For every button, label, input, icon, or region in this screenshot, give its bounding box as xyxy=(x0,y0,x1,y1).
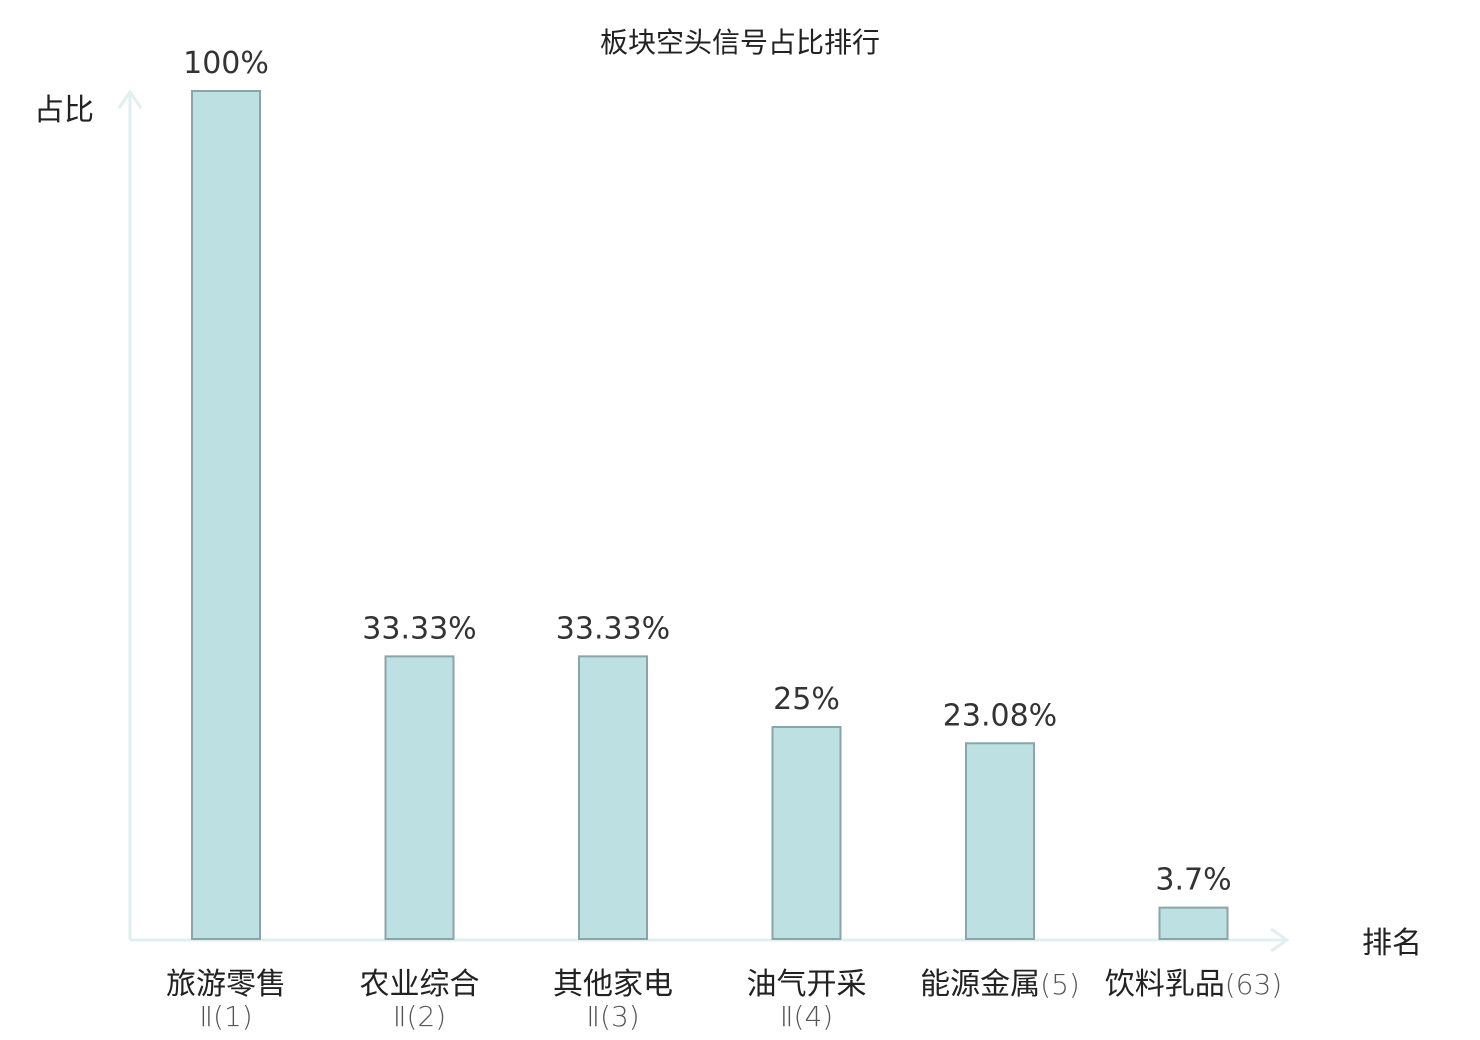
y-axis xyxy=(117,89,143,940)
value-label-6: 3.7% xyxy=(1155,863,1231,898)
category-rank-3: Ⅱ(3) xyxy=(586,1000,639,1033)
bar-1 xyxy=(191,90,261,940)
bar-2 xyxy=(384,655,455,940)
category-rank-4: Ⅱ(4) xyxy=(780,1000,833,1033)
y-axis-label: 占比 xyxy=(34,93,94,128)
category-name-2: 农业综合 xyxy=(360,967,480,1002)
category-label-6: 饮料乳品(63) xyxy=(1105,967,1282,1002)
category-name-3: 其他家电 xyxy=(553,967,673,1002)
category-name-6: 饮料乳品 xyxy=(1105,967,1225,1002)
bar-6 xyxy=(1158,906,1229,941)
bar-3 xyxy=(578,655,648,940)
category-rank-1: Ⅱ(1) xyxy=(199,1000,252,1033)
x-axis xyxy=(130,927,1290,953)
category-name-4: 油气开采 xyxy=(747,967,867,1002)
category-rank-5: (5) xyxy=(1040,968,1080,1001)
y-axis-arrow xyxy=(117,89,143,109)
category-label-5: 能源金属(5) xyxy=(920,967,1080,1002)
value-labels-group: 100% 33.33% 33.33% 25% 23.08% 3.7% xyxy=(183,46,1232,898)
bar-4 xyxy=(771,726,842,940)
value-label-3: 33.33% xyxy=(556,611,670,646)
category-name-5: 能源金属 xyxy=(920,967,1040,1002)
value-label-5: 23.08% xyxy=(943,698,1057,733)
x-axis-arrow xyxy=(1270,927,1290,953)
bars-group xyxy=(191,90,1229,941)
category-rank-2: Ⅱ(2) xyxy=(393,1000,446,1033)
value-label-1: 100% xyxy=(183,46,269,81)
bar-5 xyxy=(965,742,1035,941)
value-label-4: 25% xyxy=(773,682,840,717)
category-name-1: 旅游零售 xyxy=(166,967,286,1002)
category-rank-6: (63) xyxy=(1225,968,1282,1001)
x-axis-label: 排名 xyxy=(1362,926,1422,961)
value-label-2: 33.33% xyxy=(362,611,476,646)
chart-title: 板块空头信号占比排行 xyxy=(600,26,880,59)
